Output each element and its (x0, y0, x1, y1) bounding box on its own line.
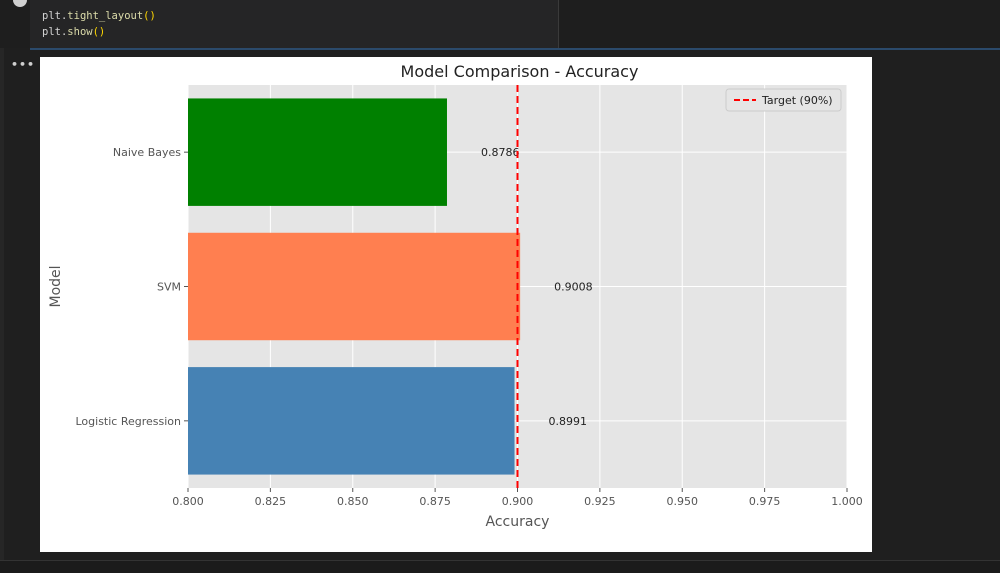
legend-box (725, 88, 842, 112)
bar-value-label: 0.8786 (481, 146, 520, 159)
code-cell-divider (558, 0, 559, 48)
x-tick-label: 0.975 (749, 495, 781, 508)
x-tick-label: 0.850 (337, 495, 369, 508)
y-tick-label: Logistic Regression (75, 415, 181, 428)
chart-title: Model Comparison - Accuracy (401, 62, 639, 81)
x-tick-label: 1.000 (831, 495, 863, 508)
chart-figure: 0.800 0.825 0.850 0.875 0.900 0.925 0.950 0.975… (40, 57, 872, 552)
x-tick-label: 0.800 (172, 495, 204, 508)
status-bar (0, 560, 1000, 573)
bar-value-label: 0.9008 (554, 281, 593, 294)
x-axis-label: Accuracy (486, 514, 550, 530)
y-tick-label: SVM (157, 281, 181, 294)
code-line-1[interactable]: plt.tight_layout() (42, 10, 156, 22)
run-cell-icon[interactable] (13, 0, 27, 7)
output-gutter (0, 48, 4, 560)
bar-svm (188, 232, 521, 341)
x-tick-label: 0.950 (667, 495, 699, 508)
code-editor-area[interactable] (30, 0, 558, 48)
cell-focus-border (30, 48, 1000, 50)
bar-naive-bayes (188, 98, 447, 206)
code-line-2[interactable]: plt.show() (42, 26, 106, 38)
bar-logistic-regression (188, 367, 515, 475)
y-axis-label: Model (48, 265, 64, 307)
code-cell[interactable]: plt.tight_layout() plt.show() (0, 0, 1000, 48)
x-tick-label: 0.900 (502, 495, 534, 508)
x-tick-label: 0.925 (584, 495, 616, 508)
legend-target-label: Target (90%) (761, 94, 833, 107)
output-more-icon[interactable]: ••• (11, 58, 36, 71)
x-tick-label: 0.875 (419, 495, 451, 508)
bar-value-label: 0.8991 (549, 415, 588, 428)
bar-chart: 0.800 0.825 0.850 0.875 0.900 0.925 0.950 0.975… (48, 62, 863, 530)
y-tick-label: Naive Bayes (113, 146, 181, 159)
x-tick-label: 0.825 (255, 495, 287, 508)
